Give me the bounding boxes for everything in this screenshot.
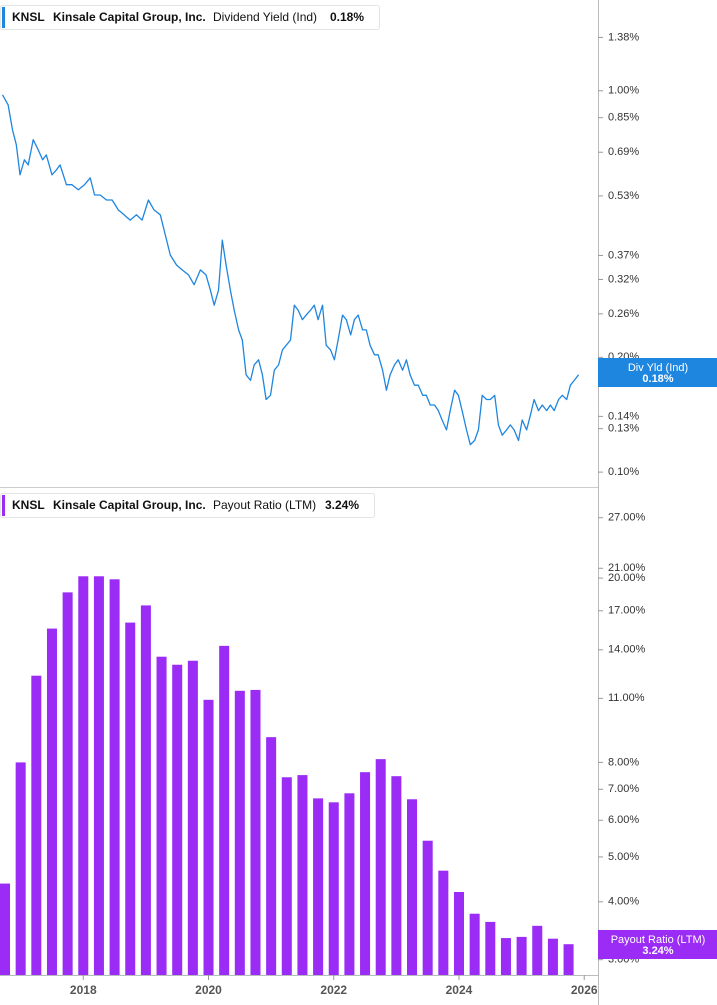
bar (172, 664, 183, 975)
badge-value: 3.24% (642, 945, 673, 957)
bar (438, 870, 449, 975)
badge-label: Payout Ratio (LTM) (611, 934, 706, 946)
bar (422, 840, 433, 975)
bar (532, 925, 543, 975)
bar (485, 921, 496, 975)
y-tick-label: 0.85% (608, 112, 639, 124)
y-tick-label: 0.32% (608, 273, 639, 285)
y-tick-label: 11.00% (608, 692, 645, 704)
bar (234, 690, 245, 975)
ticker: KNSL (12, 10, 45, 24)
bar (156, 656, 167, 975)
bar (281, 777, 292, 975)
y-tick-label: 20.00% (608, 572, 646, 584)
x-tick-label: 2026 (571, 983, 598, 997)
header-box (0, 493, 375, 518)
bar (375, 759, 386, 975)
metric: Dividend Yield (Ind) (213, 10, 317, 24)
bar (0, 883, 11, 975)
bar (500, 938, 511, 975)
y-tick-label: 0.14% (608, 410, 639, 422)
bar (453, 892, 464, 975)
bar (62, 592, 73, 975)
bar (297, 775, 308, 975)
bar (140, 605, 151, 975)
y-tick-label: 8.00% (608, 756, 639, 768)
bar (344, 793, 355, 975)
header-swatch (2, 7, 5, 28)
y-tick-label: 4.00% (608, 896, 639, 908)
bar (219, 645, 230, 975)
bar (563, 944, 574, 975)
y-tick-label: 0.69% (608, 146, 639, 158)
bar (93, 576, 104, 975)
bar (469, 913, 480, 975)
x-tick-label: 2024 (446, 983, 473, 997)
bar (266, 737, 277, 975)
y-tick-label: 14.00% (608, 644, 646, 656)
bar (547, 938, 558, 975)
bar (15, 762, 26, 975)
bar (78, 576, 89, 975)
y-tick-label: 17.00% (608, 605, 646, 617)
badge-value: 0.18% (642, 373, 673, 385)
y-tick-label: 1.00% (608, 85, 639, 97)
bar (125, 622, 136, 975)
plots: 1.38% 1.00% 0.85% 0.69% 0.53% 0.37% 0.32% 0.26%… (0, 31, 646, 997)
header-box (0, 5, 380, 30)
ticker: KNSL (12, 498, 45, 512)
y-tick-label: 0.10% (608, 466, 639, 478)
bar (250, 689, 261, 975)
x-tick-label: 2018 (70, 983, 97, 997)
latest-value: 0.18% (330, 10, 364, 24)
y-tick-label: 1.38% (608, 31, 639, 43)
bar (516, 936, 527, 975)
badge-box (598, 358, 717, 387)
metric: Payout Ratio (LTM) (213, 498, 316, 512)
latest-value: 3.24% (325, 498, 359, 512)
x-tick-label: 2020 (195, 983, 222, 997)
y-tick-label: 7.00% (608, 783, 639, 795)
y-tick-label: 6.00% (608, 814, 639, 826)
y-tick-label: 0.26% (608, 308, 639, 320)
bar (109, 579, 120, 975)
badge-label: Div Yld (Ind) (628, 362, 688, 374)
y-tick-label: 0.53% (608, 190, 639, 202)
company: Kinsale Capital Group, Inc. (53, 498, 206, 512)
y-tick-label: 0.13% (608, 423, 639, 435)
series-line (1, 94, 580, 446)
y-tick-label: 21.00% (608, 562, 646, 574)
badge-box (598, 930, 717, 959)
y-tick-label: 27.00% (608, 512, 646, 524)
bar (328, 802, 339, 975)
bar (187, 660, 198, 975)
bar (203, 699, 214, 975)
bottom-badge: Payout Ratio (LTM) 3.24% (598, 930, 717, 959)
x-tick-label: 2022 (320, 983, 347, 997)
top-badge: Div Yld (Ind) 0.18% (598, 358, 717, 387)
bar (407, 799, 418, 975)
bar (46, 628, 57, 975)
top-header: KNSL Kinsale Capital Group, Inc. Dividen… (0, 5, 380, 30)
bar (360, 772, 371, 975)
bar (31, 675, 42, 975)
y-tick-label: 5.00% (608, 851, 639, 863)
y-tick-label: 0.37% (608, 249, 639, 261)
company: Kinsale Capital Group, Inc. (53, 10, 206, 24)
bottom-header: KNSL Kinsale Capital Group, Inc. Payout … (0, 493, 375, 518)
header-swatch (2, 495, 5, 516)
bar (391, 776, 402, 975)
bar (313, 798, 324, 975)
